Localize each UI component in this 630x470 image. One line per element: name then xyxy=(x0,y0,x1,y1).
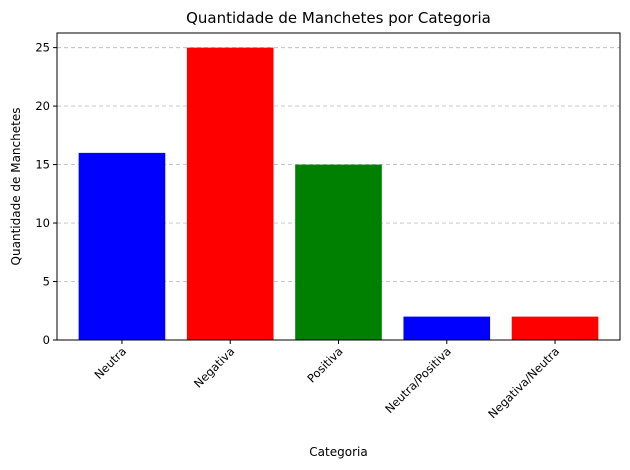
y-tick-label: 20 xyxy=(35,99,50,113)
y-tick-label: 15 xyxy=(35,158,50,172)
y-axis-ticks: 0 5 10 15 20 25 xyxy=(35,41,57,347)
y-tick-label: 10 xyxy=(35,216,50,230)
y-tick-label: 5 xyxy=(43,275,50,289)
y-axis-label: Quantidade de Manchetes xyxy=(9,108,23,266)
chart-title: Quantidade de Manchetes por Categoria xyxy=(186,9,491,27)
x-tick-label: Neutra/Positiva xyxy=(382,344,454,416)
bar xyxy=(403,316,491,340)
bars xyxy=(78,47,599,340)
bar xyxy=(511,316,599,340)
bar xyxy=(186,47,274,340)
x-tick-label: Negativa xyxy=(191,344,237,390)
x-tick-label: Negativa/Neutra xyxy=(485,344,562,421)
y-tick-label: 25 xyxy=(35,41,50,55)
bar xyxy=(78,152,166,340)
x-axis-label: Categoria xyxy=(309,445,367,459)
x-axis-ticks: Neutra Negativa Positiva Neutra/Positiva Neg… xyxy=(91,340,562,421)
y-tick-label: 0 xyxy=(43,333,50,347)
x-tick-label: Positiva xyxy=(304,344,345,385)
bar xyxy=(295,164,382,340)
x-tick-label: Neutra xyxy=(91,344,129,382)
